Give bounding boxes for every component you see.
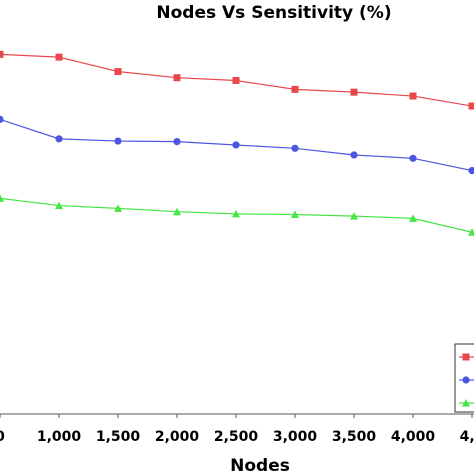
data-point	[114, 137, 122, 145]
x-tick-label: 3,000	[273, 429, 318, 445]
data-point	[232, 141, 240, 149]
x-tick-label: 1,500	[96, 429, 141, 445]
series-lines	[0, 50, 474, 236]
data-point	[173, 207, 181, 216]
data-point	[114, 204, 122, 212]
data-point	[291, 210, 299, 218]
data-point	[468, 166, 474, 175]
legend-marker	[462, 376, 470, 384]
data-point	[350, 151, 358, 159]
legend-marker	[462, 353, 470, 361]
data-point	[291, 85, 299, 93]
legend	[454, 343, 474, 413]
x-tick-label: 2,500	[214, 429, 259, 445]
x-tick-label: 0	[0, 429, 5, 445]
data-point	[173, 138, 181, 146]
data-point	[468, 102, 474, 110]
data-point	[232, 209, 240, 218]
x-tick-label: 4,5	[460, 429, 474, 445]
legend-marker	[462, 399, 470, 407]
data-point	[350, 212, 358, 220]
x-tick-label: 4,000	[391, 429, 436, 445]
x-tick-label: 3,500	[332, 429, 377, 445]
data-point	[409, 154, 417, 162]
x-tick-label: 1,000	[37, 429, 82, 445]
data-point	[0, 50, 4, 58]
data-point	[409, 92, 417, 100]
data-point	[55, 201, 63, 210]
data-point	[409, 214, 417, 222]
data-point	[0, 115, 4, 123]
data-point	[350, 88, 358, 96]
chart-title: Nodes Vs Sensitivity (%)	[156, 3, 391, 23]
data-point	[232, 76, 240, 84]
data-point	[291, 144, 299, 152]
x-axis-title: Nodes	[230, 456, 290, 474]
x-ticks: 0 1,000 1,500 2,000 2,500 3,000 3,500 4,000 4,5	[0, 414, 474, 445]
x-tick-label: 2,000	[155, 429, 200, 445]
data-point	[114, 68, 122, 76]
data-point	[55, 53, 63, 61]
data-point	[468, 228, 474, 236]
data-point	[55, 135, 63, 143]
data-point	[0, 194, 4, 202]
data-point	[173, 74, 181, 82]
